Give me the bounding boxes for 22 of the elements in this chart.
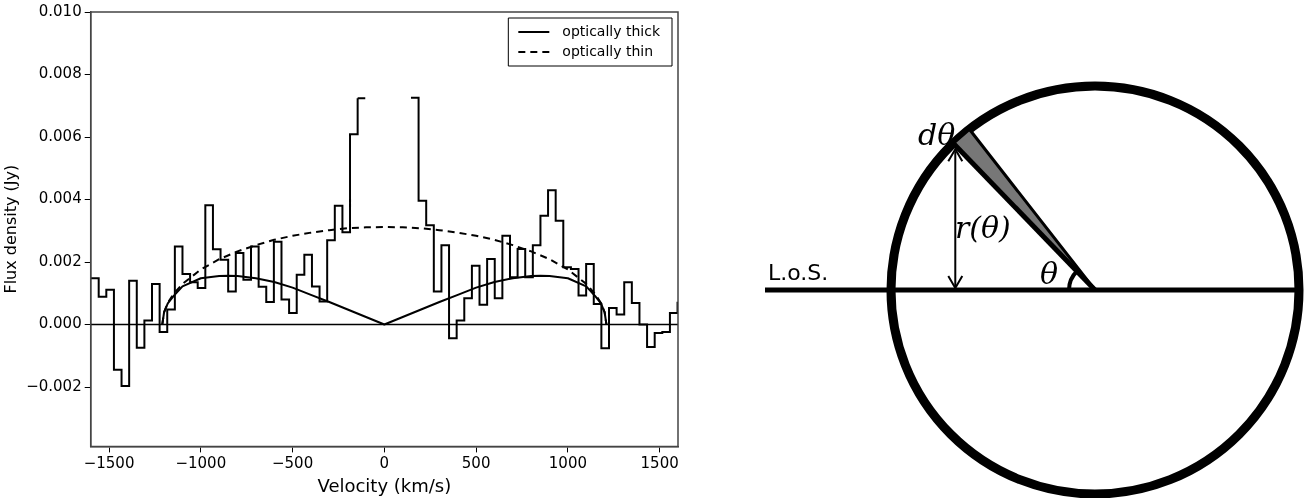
x-tick-label: −1500 xyxy=(83,454,135,473)
y-tick-label: 0.006 xyxy=(38,126,82,145)
text: θ xyxy=(1040,256,1059,291)
x-tick-label: 1000 xyxy=(548,454,587,473)
x-tick-label: −500 xyxy=(271,454,314,473)
x-tick-label: 500 xyxy=(461,454,491,473)
x-tick-label: 1500 xyxy=(640,454,679,473)
y-axis-title: Flux density (Jy) xyxy=(0,164,20,294)
x-tick-label: −1000 xyxy=(175,454,227,473)
x-tick-label: 0 xyxy=(379,454,390,473)
y-tick-label: 0.002 xyxy=(38,251,82,270)
legend-label: optically thick xyxy=(562,22,661,39)
legend-label: optically thin xyxy=(562,42,654,59)
y-tick-label: 0.004 xyxy=(38,189,82,208)
text: L.o.S. xyxy=(768,260,829,285)
y-tick-label: −0.002 xyxy=(26,376,82,395)
y-tick-label: 0.000 xyxy=(38,314,82,333)
x-axis-title: Velocity (km/s) xyxy=(317,474,452,496)
text: dθ xyxy=(918,117,956,152)
y-tick-label: 0.010 xyxy=(38,1,82,20)
y-tick-label: 0.008 xyxy=(38,64,82,83)
text: r(θ) xyxy=(955,210,1011,245)
